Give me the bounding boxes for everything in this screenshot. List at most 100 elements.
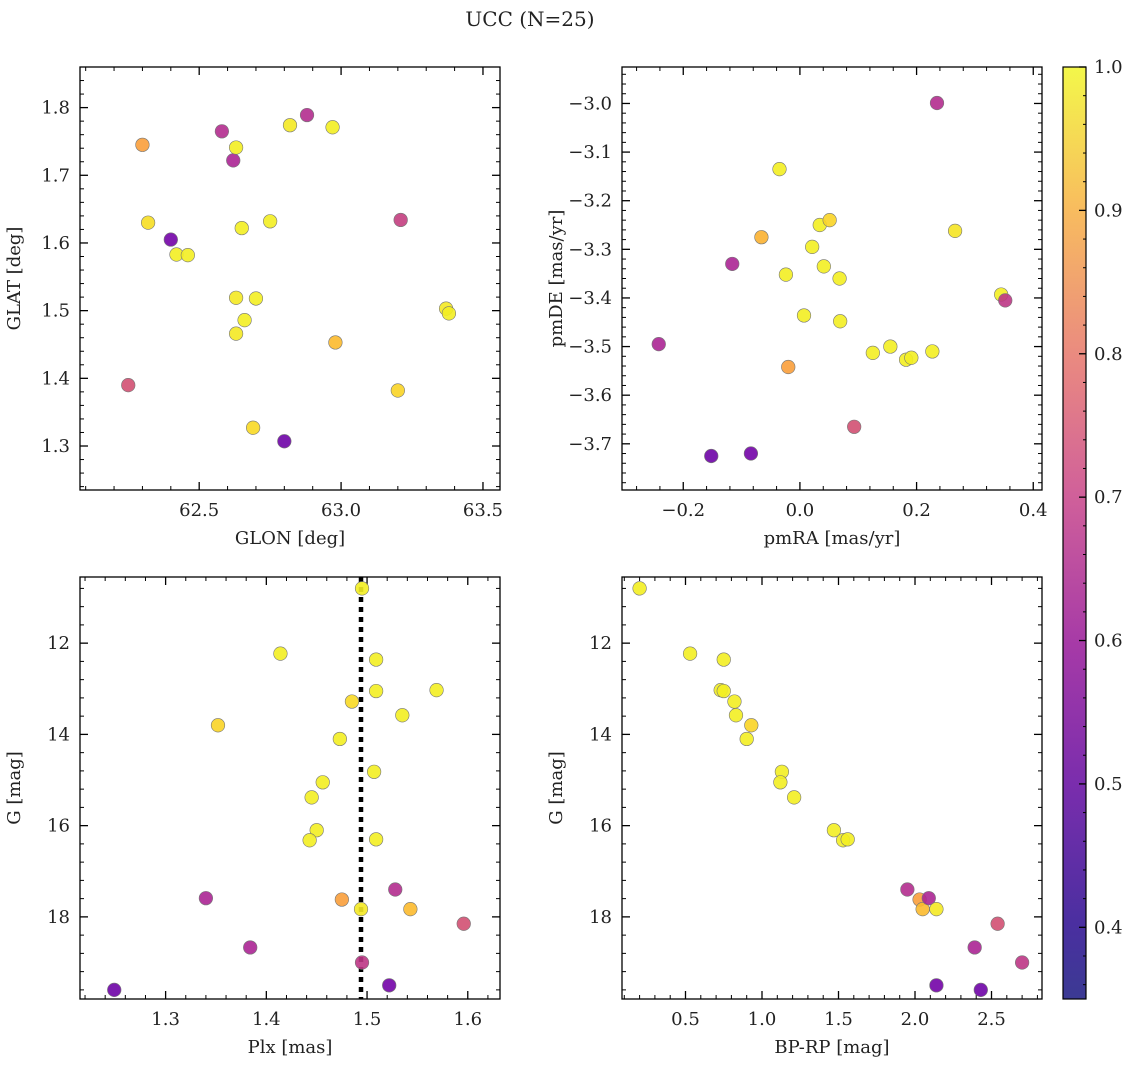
data-point bbox=[309, 823, 324, 838]
y-axis-label: G [mag] bbox=[546, 751, 567, 824]
y-tick-label: −3.5 bbox=[568, 337, 612, 358]
data-point bbox=[973, 982, 988, 997]
x-tick-label: 2.5 bbox=[977, 1009, 1006, 1030]
colorbar-tick-label: 1.0 bbox=[1094, 57, 1123, 78]
x-axis-label: pmRA [mas/yr] bbox=[764, 528, 901, 549]
data-point bbox=[840, 832, 855, 847]
colorbar-tick-label: 0.5 bbox=[1094, 774, 1123, 795]
data-point bbox=[369, 652, 384, 667]
data-point bbox=[403, 902, 418, 917]
y-tick-label: 1.6 bbox=[41, 233, 70, 254]
figure-title: UCC (N=25) bbox=[465, 7, 594, 31]
data-point bbox=[651, 337, 666, 352]
data-point bbox=[816, 259, 831, 274]
plots-layer: 62.5 63.0 63.5 1.3 1.4 1.5 1.6 1.7 1.8 GLON [deg]… bbox=[4, 66, 1048, 1058]
x-tick-label: 63.5 bbox=[463, 500, 503, 521]
data-point bbox=[865, 345, 880, 360]
data-point bbox=[237, 313, 252, 328]
y-tick-label: −3.7 bbox=[568, 434, 612, 455]
data-point bbox=[121, 377, 136, 393]
data-point bbox=[328, 335, 343, 350]
data-point bbox=[334, 892, 349, 907]
y-axis-label: GLAT [deg] bbox=[4, 227, 25, 331]
data-point bbox=[228, 326, 244, 341]
data-point bbox=[744, 718, 759, 733]
data-point bbox=[388, 882, 403, 897]
data-point bbox=[822, 213, 837, 228]
data-point bbox=[743, 446, 759, 461]
data-point bbox=[395, 708, 410, 723]
data-point bbox=[226, 153, 241, 168]
x-tick-label: 0.2 bbox=[902, 500, 931, 521]
data-point bbox=[246, 420, 261, 435]
subplot-plx-g: 1.3 1.4 1.5 1.6 12 14 16 18 Plx [mas] G [mag] bbox=[4, 576, 501, 1058]
data-point bbox=[883, 339, 898, 354]
y-tick-label: −3.3 bbox=[568, 239, 612, 260]
subplot-glon-glat: 62.5 63.0 63.5 1.3 1.4 1.5 1.6 1.7 1.8 GLON [deg]… bbox=[4, 66, 503, 549]
axes-frame bbox=[621, 66, 1043, 491]
y-tick-label: −3.4 bbox=[568, 288, 612, 309]
data-point bbox=[393, 212, 408, 228]
x-axis-label: GLON [deg] bbox=[235, 528, 345, 549]
y-tick-label: −3.0 bbox=[568, 93, 612, 114]
y-tick-label: 16 bbox=[47, 816, 70, 837]
x-tick-label: 63.0 bbox=[321, 500, 361, 521]
x-tick-label: 0.5 bbox=[671, 1009, 700, 1030]
data-point bbox=[282, 118, 298, 133]
data-point bbox=[725, 256, 740, 272]
colorbar-tick-label: 0.9 bbox=[1094, 200, 1123, 221]
data-point bbox=[369, 832, 384, 847]
x-tick-label: 0.0 bbox=[786, 500, 815, 521]
data-point bbox=[277, 434, 292, 449]
data-point bbox=[135, 137, 150, 152]
y-tick-label: 1.7 bbox=[41, 165, 70, 186]
data-point bbox=[1015, 955, 1030, 970]
y-tick-label: 1.8 bbox=[41, 98, 70, 119]
colorbar: 0.4 0.5 0.6 0.7 0.8 0.9 1.0 bbox=[1062, 57, 1123, 1000]
data-point bbox=[107, 982, 122, 997]
y-tick-label: 1.5 bbox=[41, 301, 70, 322]
data-point bbox=[921, 891, 936, 906]
data-point bbox=[847, 419, 862, 434]
y-tick-label: 12 bbox=[47, 633, 70, 654]
data-point bbox=[369, 683, 384, 699]
data-point bbox=[904, 350, 919, 365]
data-point bbox=[796, 308, 812, 323]
data-point bbox=[773, 775, 788, 790]
x-axis-label: Plx [mas] bbox=[248, 1037, 333, 1058]
data-point bbox=[353, 902, 369, 917]
subplot-pmra-pmde: −0.2 0.0 0.2 0.4 −3.7 −3.6 −3.5 −3.4 −3.3 −3.2 −3.… bbox=[546, 66, 1048, 549]
colorbar-tick-label: 0.8 bbox=[1094, 344, 1123, 365]
x-tick-label: 1.4 bbox=[252, 1009, 281, 1030]
axes-frame bbox=[79, 66, 501, 491]
data-point bbox=[900, 882, 915, 897]
data-point bbox=[273, 646, 288, 661]
data-point bbox=[141, 215, 156, 230]
colorbar-tick-label: 0.4 bbox=[1094, 917, 1123, 938]
data-point bbox=[390, 383, 405, 398]
data-point bbox=[772, 162, 787, 177]
data-point bbox=[929, 95, 945, 111]
data-point bbox=[716, 683, 731, 699]
x-tick-label: 62.5 bbox=[179, 500, 219, 521]
data-point bbox=[228, 140, 244, 155]
data-point bbox=[929, 978, 944, 993]
data-point bbox=[754, 230, 769, 245]
x-tick-label: 1.6 bbox=[453, 1009, 482, 1030]
data-point bbox=[344, 694, 360, 709]
data-point bbox=[826, 823, 842, 838]
data-point bbox=[998, 293, 1013, 308]
data-point bbox=[332, 731, 347, 747]
x-tick-label: 1.5 bbox=[353, 1009, 382, 1030]
y-tick-label: 1.4 bbox=[41, 368, 70, 389]
data-point bbox=[198, 891, 213, 906]
data-point bbox=[739, 731, 754, 747]
y-tick-label: 14 bbox=[589, 724, 612, 745]
data-point bbox=[781, 359, 796, 375]
subplot-bprp-g: 0.5 1.0 1.5 2.0 2.5 12 14 16 18 BP-RP [mag] G [mag… bbox=[546, 576, 1043, 1058]
data-point bbox=[967, 940, 982, 955]
y-tick-label: −3.2 bbox=[568, 191, 612, 212]
data-point bbox=[263, 214, 278, 229]
colorbar-tick-label: 0.7 bbox=[1094, 487, 1123, 508]
data-point bbox=[354, 581, 370, 596]
